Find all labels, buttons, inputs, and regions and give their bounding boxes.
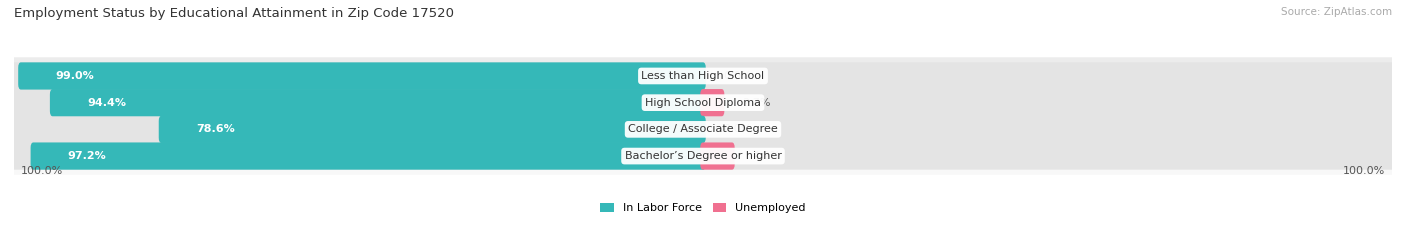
FancyBboxPatch shape <box>18 62 706 89</box>
FancyBboxPatch shape <box>700 62 1395 89</box>
Text: Employment Status by Educational Attainment in Zip Code 17520: Employment Status by Educational Attainm… <box>14 7 454 20</box>
Text: 2.7%: 2.7% <box>742 98 770 108</box>
FancyBboxPatch shape <box>700 116 1395 143</box>
Text: 4.2%: 4.2% <box>752 151 782 161</box>
FancyBboxPatch shape <box>31 142 706 170</box>
Text: 78.6%: 78.6% <box>195 124 235 134</box>
Text: Less than High School: Less than High School <box>641 71 765 81</box>
FancyBboxPatch shape <box>700 142 735 170</box>
Text: 97.2%: 97.2% <box>67 151 107 161</box>
Text: 0.0%: 0.0% <box>724 71 752 81</box>
FancyBboxPatch shape <box>11 142 706 170</box>
FancyBboxPatch shape <box>700 89 724 116</box>
FancyBboxPatch shape <box>10 84 1396 121</box>
Text: 94.4%: 94.4% <box>87 98 127 108</box>
FancyBboxPatch shape <box>700 89 1395 116</box>
Text: 100.0%: 100.0% <box>21 166 63 176</box>
FancyBboxPatch shape <box>11 116 706 143</box>
Text: Source: ZipAtlas.com: Source: ZipAtlas.com <box>1281 7 1392 17</box>
Text: High School Diploma: High School Diploma <box>645 98 761 108</box>
FancyBboxPatch shape <box>11 89 706 116</box>
Text: 100.0%: 100.0% <box>1343 166 1385 176</box>
FancyBboxPatch shape <box>10 111 1396 148</box>
Text: 0.0%: 0.0% <box>724 124 752 134</box>
FancyBboxPatch shape <box>700 142 1395 170</box>
FancyBboxPatch shape <box>10 57 1396 95</box>
FancyBboxPatch shape <box>11 62 706 89</box>
FancyBboxPatch shape <box>10 137 1396 175</box>
FancyBboxPatch shape <box>159 116 706 143</box>
Text: College / Associate Degree: College / Associate Degree <box>628 124 778 134</box>
Text: 99.0%: 99.0% <box>55 71 94 81</box>
Text: Bachelor’s Degree or higher: Bachelor’s Degree or higher <box>624 151 782 161</box>
FancyBboxPatch shape <box>49 89 706 116</box>
Legend: In Labor Force, Unemployed: In Labor Force, Unemployed <box>596 199 810 218</box>
